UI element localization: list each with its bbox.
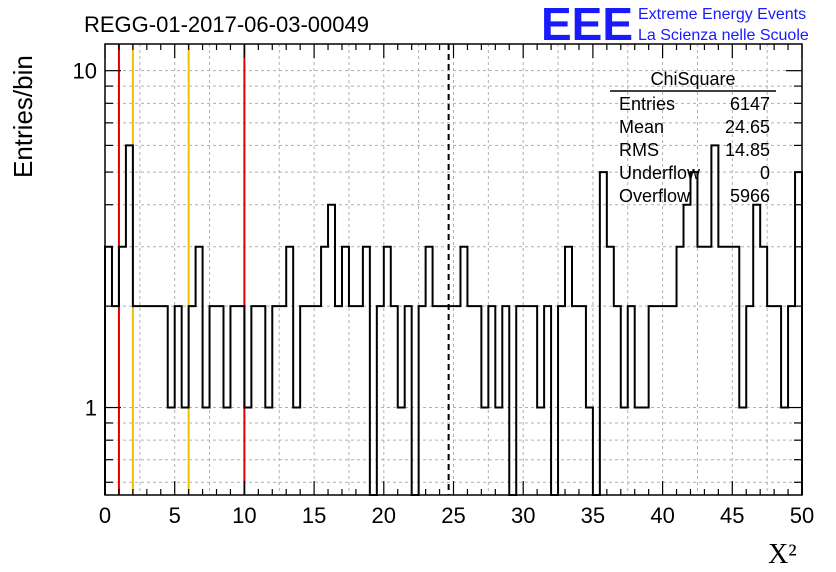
chart-title: REGG-01-2017-06-03-00049 — [84, 12, 369, 37]
stats-row-label: Entries — [619, 94, 675, 114]
x-tick-label: 20 — [372, 503, 396, 528]
x-tick-label: 5 — [169, 503, 181, 528]
x-tick-label: 50 — [790, 503, 814, 528]
stats-row-value: 24.65 — [725, 117, 770, 137]
stats-box: ChiSquare Entries 6147 Mean 24.65 RMS 14.85 Un… — [610, 69, 776, 206]
y-tick-labels: 1 10 — [73, 59, 97, 421]
brand-line-2: La Scienza nelle Scuole — [638, 27, 809, 44]
stats-row-label: Mean — [619, 117, 664, 137]
grid — [105, 44, 802, 495]
x-tick-label: 35 — [581, 503, 605, 528]
stats-row-label: Underflow — [619, 163, 701, 183]
stats-row-value: 0 — [760, 163, 770, 183]
reference-lines — [117, 44, 450, 495]
stats-row-value: 6147 — [730, 94, 770, 114]
x-tick-label: 0 — [99, 503, 111, 528]
x-tick-label: 15 — [302, 503, 326, 528]
x-tick-label: 10 — [232, 503, 256, 528]
x-tick-label: 30 — [511, 503, 535, 528]
x-tick-label: 45 — [720, 503, 744, 528]
eee-logo: EEE — [541, 0, 633, 50]
x-tick-label: 40 — [650, 503, 674, 528]
stats-row-value: 5966 — [730, 186, 770, 206]
histogram-outline — [104, 144, 803, 496]
stats-row-value: 14.85 — [725, 140, 770, 160]
eee-logo-text: EEE — [541, 0, 633, 50]
stats-box-title: ChiSquare — [650, 69, 735, 89]
x-axis-label: X² — [768, 539, 797, 570]
x-tick-label: 25 — [441, 503, 465, 528]
axis-ticks — [104, 44, 803, 495]
brand-line-1: Extreme Energy Events — [638, 6, 806, 23]
y-axis-label: Entries/bin — [8, 55, 38, 178]
stats-row-label: Overflow — [619, 186, 691, 206]
y-tick-label: 10 — [73, 59, 97, 84]
x-tick-labels: 0 5 10 15 20 25 30 35 40 45 50 — [99, 503, 814, 528]
y-tick-label: 1 — [85, 396, 97, 421]
stats-row-label: RMS — [619, 140, 659, 160]
